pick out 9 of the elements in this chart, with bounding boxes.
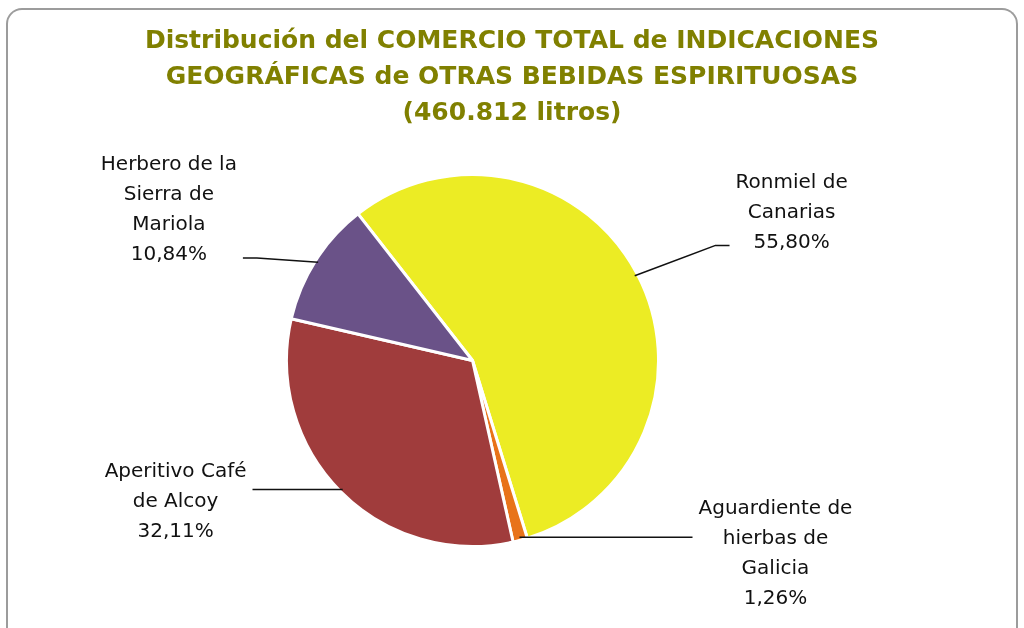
slice-label: Ronmiel de Canarias	[735, 168, 848, 223]
slice-label: Aperitivo Café de Alcoy	[104, 457, 247, 512]
data-label: 55,80%	[753, 228, 830, 253]
data-label: 32,11%	[137, 517, 214, 542]
data-label: 10,84%	[130, 241, 207, 266]
chart-title: Distribución del COMERCIO TOTAL de INDICACIONES GEOGRÁFICAS de OTRAS BEBIDAS ESPIRITUOSAS (460.812 litros)	[143, 24, 881, 128]
slice-label: Herbero de la Sierra de Mariola	[100, 151, 237, 236]
slice-label: Aguardiente de hierbas de Galicia	[698, 495, 853, 579]
data-label: 1,26%	[743, 585, 808, 609]
